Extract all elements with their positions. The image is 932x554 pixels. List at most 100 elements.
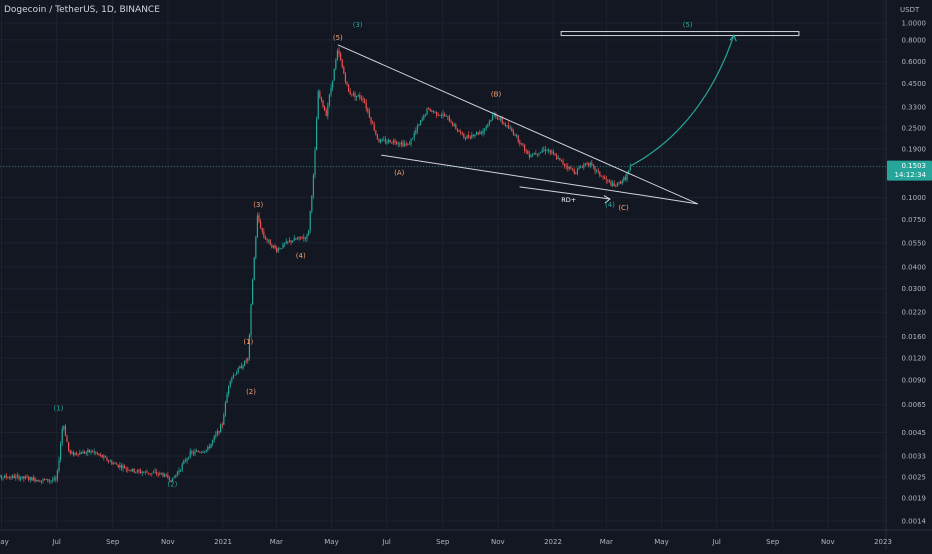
candle-body (158, 474, 159, 475)
candle-body (81, 453, 82, 454)
candle-body (118, 465, 119, 467)
candle-body (492, 116, 493, 120)
price-tick-label: 0.3300 (902, 104, 927, 112)
candle-body (457, 129, 458, 131)
candle-body (14, 476, 15, 478)
candle-body (250, 304, 251, 335)
candle-body (529, 154, 530, 157)
candle-body (386, 142, 387, 143)
candle-body (585, 163, 586, 164)
candle-body (2, 478, 3, 479)
candle-body (454, 124, 455, 125)
candle-body (201, 452, 202, 453)
price-tick-label: 0.0160 (902, 333, 927, 341)
price-tick-label: 1.0000 (902, 20, 927, 28)
candle-body (606, 179, 607, 180)
candle-body (190, 451, 191, 458)
candle-body (361, 98, 362, 99)
candle-body (49, 481, 50, 482)
candle-body (242, 366, 243, 368)
candle-body (388, 140, 389, 142)
time-tick-label: Nov (161, 538, 175, 546)
price-tick-label: 0.1000 (902, 194, 927, 202)
candle-body (484, 129, 485, 131)
candle-body (164, 474, 165, 476)
candle-body (41, 480, 42, 481)
candle-body (372, 122, 373, 124)
time-tick-label: Sep (766, 538, 780, 546)
candle-body (106, 457, 107, 460)
candle-body (610, 182, 611, 186)
projection-curve (631, 35, 734, 165)
candle-body (20, 478, 21, 479)
candle-body (380, 140, 381, 142)
candle-body (134, 469, 135, 473)
candle-body (12, 476, 13, 478)
candle-body (425, 115, 426, 116)
candle-body (438, 115, 439, 116)
candle-body (551, 152, 552, 153)
candle-body (436, 112, 437, 115)
candle-body (604, 177, 605, 179)
candle-body (287, 241, 288, 242)
candle-body (324, 107, 325, 111)
candle-body (210, 444, 211, 448)
candle-body (378, 139, 379, 142)
candle-body (402, 142, 403, 145)
wave-label: (B) (491, 90, 502, 98)
candle-body (423, 115, 424, 119)
price-tick-label: 0.0090 (902, 376, 927, 384)
candle-body (532, 155, 533, 156)
price-tick-label: 0.0220 (902, 309, 927, 317)
candle-body (538, 153, 539, 154)
candle-body (426, 108, 427, 114)
candle-body (239, 366, 240, 368)
candle-body (530, 155, 531, 157)
candle-body (257, 215, 258, 237)
candle-body (266, 239, 267, 240)
candle-body (415, 131, 416, 134)
candle-body (57, 471, 58, 480)
candle-body (303, 237, 304, 238)
candle-body (342, 60, 343, 67)
price-tick-label: 0.0400 (902, 263, 927, 271)
candle-body (316, 119, 317, 150)
candle-body (391, 143, 392, 144)
candle-body (247, 358, 248, 361)
candle-body (478, 132, 479, 133)
candle-body (446, 116, 447, 117)
candle-body (132, 469, 133, 471)
candle-body (348, 84, 349, 91)
candle-body (137, 470, 138, 472)
candle-body (154, 472, 155, 473)
candle-body (46, 479, 47, 480)
candle-body (87, 450, 88, 452)
current-price-value: 0.1503 (902, 162, 927, 170)
candle-body (535, 153, 536, 154)
candle-body (84, 452, 85, 454)
candle-body (199, 452, 200, 453)
candle-body (103, 456, 104, 457)
candle-body (177, 472, 178, 475)
price-tick-label: 0.0033 (902, 453, 927, 461)
candle-body (486, 126, 487, 128)
candle-body (302, 238, 303, 239)
symbol-title: Dogecoin / TetherUS, 1D, BINANCE (4, 5, 160, 15)
candle-body (420, 120, 421, 124)
countdown-timer: 14:12:34 (895, 171, 927, 179)
candle-body (185, 460, 186, 461)
candle-body (308, 230, 309, 235)
candle-body (28, 478, 29, 480)
candle-body (404, 144, 405, 146)
candle-body (570, 167, 571, 169)
time-axis[interactable]: MayJulSepNov2021MarMayJulSepNov2022MarMa… (0, 538, 892, 546)
candle-body (292, 241, 293, 242)
candle-body (586, 163, 587, 164)
price-axis[interactable]: 1.00000.80000.60000.45000.33000.25000.19… (887, 20, 932, 526)
candle-body (314, 150, 315, 175)
candle-body (466, 135, 467, 139)
candle-body (297, 238, 298, 239)
candle-body (66, 436, 67, 442)
